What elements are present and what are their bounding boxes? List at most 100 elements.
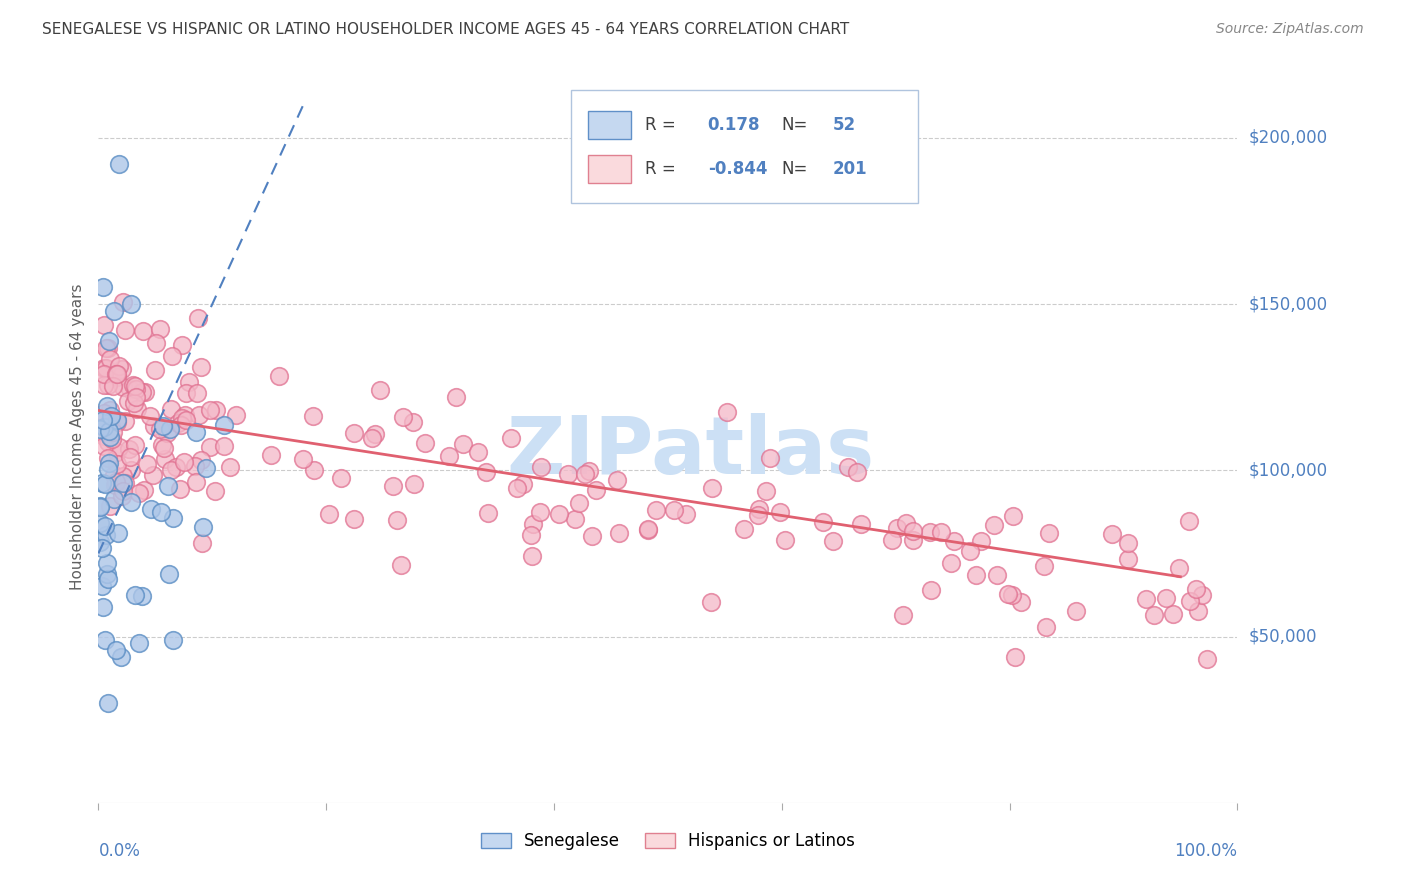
Point (162, 633, 184, 648)
Point (970, 533, 993, 548)
Point (150, 505, 173, 519)
Point (105, 370, 128, 384)
Point (165, 460, 187, 475)
Point (107, 440, 129, 454)
Point (578, 464, 600, 478)
Point (645, 503, 668, 517)
Text: 0.0%: 0.0% (98, 842, 141, 860)
Point (637, 523, 659, 537)
Point (111, 295, 134, 310)
Point (1178, 594, 1201, 608)
Point (467, 445, 489, 459)
Point (1195, 652, 1218, 666)
Point (943, 534, 966, 549)
Text: $200,000: $200,000 (1249, 128, 1327, 147)
Point (107, 359, 129, 374)
Point (520, 528, 543, 542)
Point (174, 408, 197, 422)
Point (101, 432, 124, 446)
Point (97, 572, 120, 586)
Point (93, 439, 115, 453)
Point (157, 567, 180, 582)
Point (1001, 588, 1024, 602)
Text: $50,000: $50,000 (1249, 628, 1317, 646)
Point (89, 422, 111, 436)
Point (172, 338, 194, 352)
Point (446, 390, 468, 404)
Point (97, 696, 120, 710)
Point (143, 363, 166, 377)
Point (124, 588, 146, 602)
Point (128, 636, 150, 650)
Point (149, 322, 172, 336)
Point (1035, 620, 1057, 634)
Point (700, 594, 723, 608)
Point (104, 478, 127, 492)
Point (529, 505, 551, 519)
Point (93, 367, 115, 381)
Point (103, 491, 125, 506)
Point (94, 519, 117, 533)
Point (475, 465, 498, 479)
Text: $150,000: $150,000 (1249, 295, 1327, 313)
Point (191, 520, 214, 534)
Point (1168, 561, 1191, 575)
Point (939, 557, 962, 571)
Point (105, 367, 128, 381)
Point (214, 417, 236, 432)
Point (451, 436, 474, 450)
Point (96, 400, 118, 414)
Point (506, 481, 529, 495)
Text: R =: R = (645, 116, 676, 134)
Point (184, 475, 207, 489)
Point (190, 453, 212, 467)
Text: N=: N= (782, 160, 808, 178)
Point (382, 479, 405, 493)
Point (117, 394, 139, 409)
Point (125, 402, 148, 417)
Point (111, 490, 134, 504)
Point (93, 420, 115, 434)
Point (901, 524, 924, 539)
Point (212, 439, 235, 453)
Point (120, 297, 142, 311)
Point (437, 449, 460, 463)
Text: R =: R = (645, 160, 676, 178)
Point (402, 415, 425, 429)
Point (564, 512, 586, 526)
Point (190, 359, 212, 374)
FancyBboxPatch shape (588, 154, 631, 183)
Point (112, 483, 135, 498)
Point (125, 382, 148, 396)
Point (607, 525, 630, 540)
Point (893, 607, 915, 622)
Point (94, 360, 117, 375)
Point (170, 411, 193, 425)
Point (97, 415, 120, 429)
Point (157, 478, 180, 492)
Text: Source: ZipAtlas.com: Source: ZipAtlas.com (1216, 22, 1364, 37)
Point (114, 323, 136, 337)
Point (160, 401, 183, 416)
Point (748, 502, 770, 516)
Point (1116, 552, 1139, 566)
Point (918, 524, 941, 539)
Point (105, 457, 128, 471)
Point (118, 450, 141, 464)
Point (89, 535, 111, 549)
Point (1154, 591, 1177, 605)
Point (1143, 607, 1166, 622)
Point (98, 403, 121, 417)
Point (93, 318, 115, 333)
Point (93, 406, 115, 420)
Point (184, 458, 207, 473)
Point (329, 471, 352, 485)
Point (105, 416, 128, 430)
Point (104, 475, 127, 490)
Point (959, 544, 981, 558)
Point (318, 508, 340, 522)
Text: 201: 201 (832, 160, 868, 178)
Point (108, 157, 131, 171)
Point (811, 515, 834, 529)
Point (103, 303, 125, 318)
